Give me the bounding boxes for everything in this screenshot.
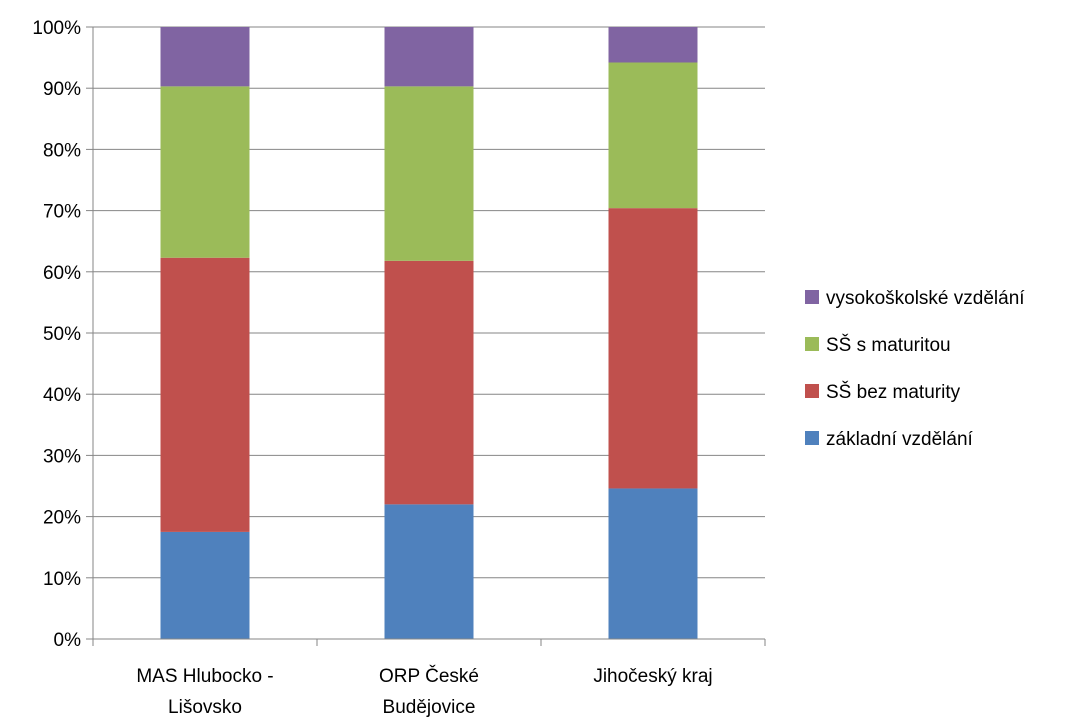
y-tick-label: 10% [43, 569, 81, 590]
bar-segment [608, 208, 698, 489]
y-tick-label: 60% [43, 263, 81, 284]
bar-segment [608, 27, 698, 63]
legend-swatch [805, 337, 819, 351]
y-tick-label: 50% [43, 324, 81, 345]
legend-swatch [805, 431, 819, 445]
x-category-label-line: Jihočeský kraj [593, 666, 712, 687]
y-tick-label: 0% [54, 630, 82, 651]
x-category-label: ORP České Budějovice [379, 665, 479, 718]
legend-swatch [805, 384, 819, 398]
legend-swatch [805, 290, 819, 304]
legend-label: SŠ bez maturity [826, 381, 961, 403]
x-category-label-line: MAS Hlubocko - [136, 666, 273, 687]
x-category-label-line: ORP České [379, 665, 479, 687]
bar-segment [608, 488, 698, 639]
legend-label: SŠ s maturitou [826, 334, 951, 356]
bar-segment [160, 86, 250, 258]
x-category-label-line: Budějovice [383, 697, 476, 718]
legend-label: vysokoškolské vzdělání [826, 288, 1025, 309]
bar-segment [384, 27, 474, 87]
bar-segment [160, 531, 250, 639]
bar-segment [384, 260, 474, 505]
legend-label: základní vzdělání [826, 429, 974, 450]
y-tick-label: 70% [43, 202, 81, 223]
y-tick-label: 90% [43, 79, 81, 100]
bar-segment [608, 62, 698, 209]
x-category-label: MAS Hlubocko - Lišovsko [136, 666, 273, 718]
bar-segment [384, 504, 474, 639]
y-tick-label: 80% [43, 140, 81, 161]
x-category-label-line: Lišovsko [168, 697, 242, 718]
y-tick-label: 40% [43, 385, 81, 406]
bar-segment [384, 86, 474, 261]
x-category-label: Jihočeský kraj [593, 666, 712, 687]
bar-segment [160, 27, 250, 87]
bar-segment [160, 257, 250, 532]
y-tick-label: 20% [43, 508, 81, 529]
y-tick-label: 30% [43, 446, 81, 467]
y-tick-label: 100% [32, 18, 81, 39]
